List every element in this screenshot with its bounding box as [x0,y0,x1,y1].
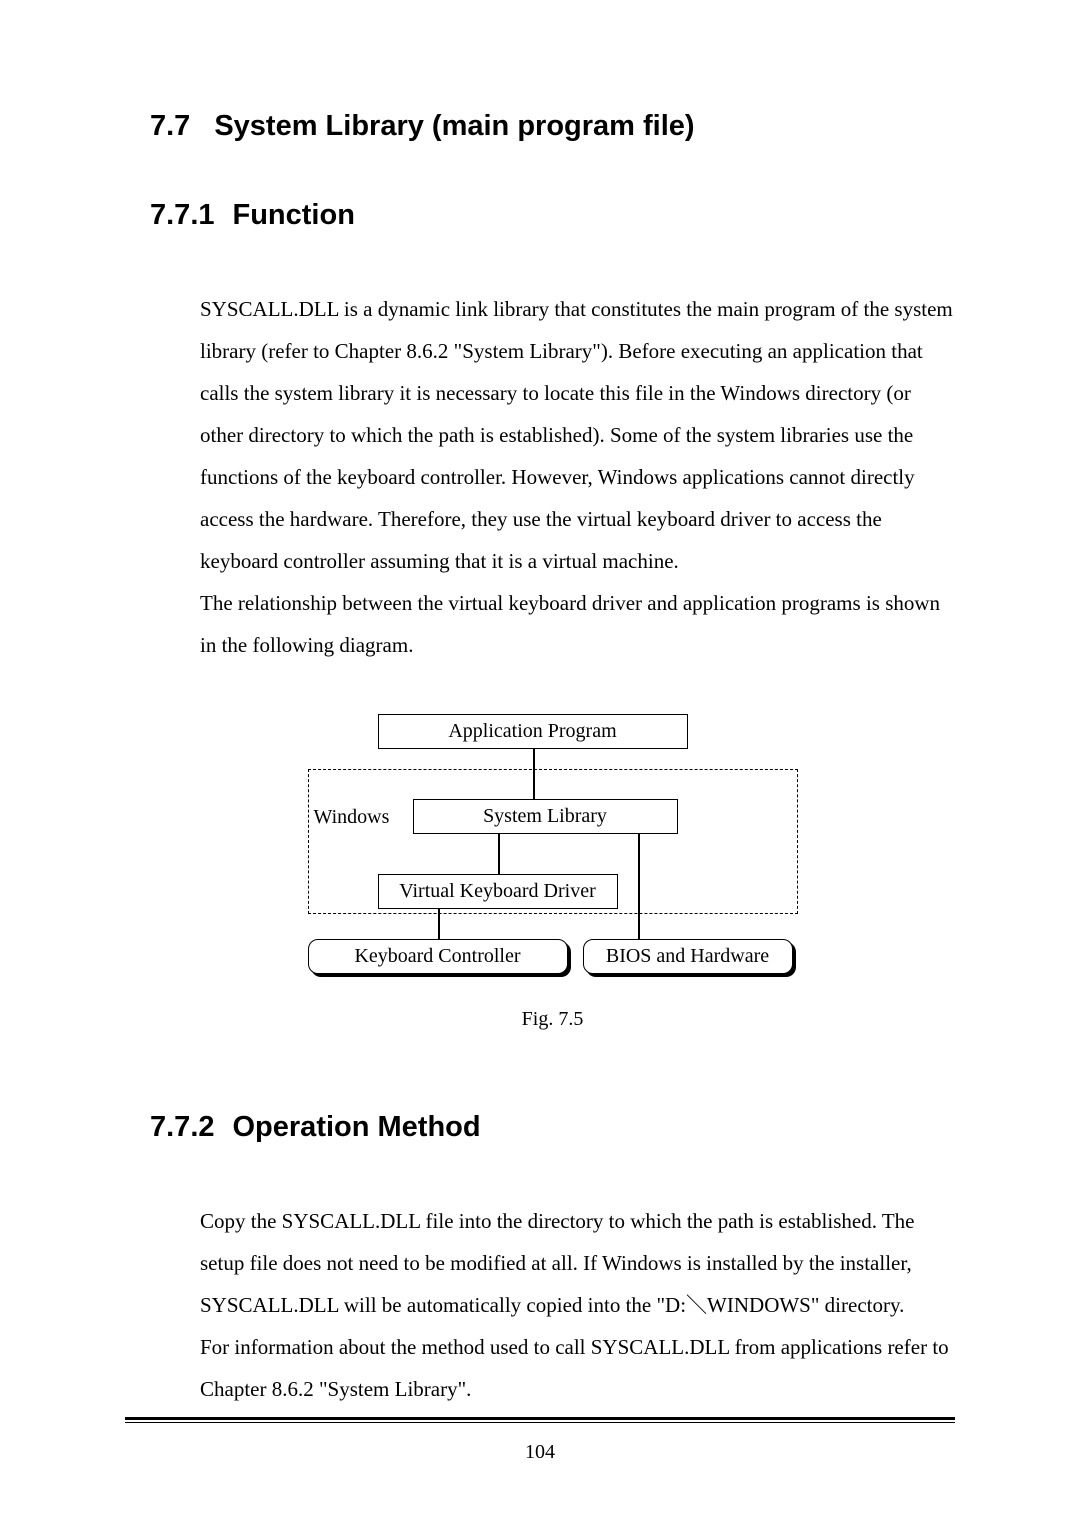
heading-text: Operation Method [233,1111,481,1143]
heading-text: Function [233,199,355,231]
page-number: 104 [0,1441,1080,1464]
page: 7.7 System Library (main program file) 7.… [0,0,1080,1528]
connector-line [438,909,440,939]
architecture-diagram: Windows Application Program System Libra… [308,714,798,984]
paragraph-text: The relationship between the virtual key… [200,591,940,657]
footer-rule [125,1417,955,1423]
heading-number: 7.7.2 [150,1111,215,1144]
paragraph-text: Copy the SYSCALL.DLL file into the direc… [200,1209,914,1317]
windows-label: Windows [312,806,392,829]
section-heading-7-7-2: 7.7.2 Operation Method [150,1111,955,1144]
body-paragraph: Copy the SYSCALL.DLL file into the direc… [200,1200,955,1410]
heading-text: System Library (main program file) [214,110,694,142]
connector-line [638,834,640,939]
connector-line [533,749,535,799]
paragraph-text: SYSCALL.DLL is a dynamic link library th… [200,297,953,573]
figure-caption: Fig. 7.5 [150,1008,955,1031]
heading-number: 7.7.1 [150,199,215,232]
section-heading-7-7: 7.7 System Library (main program file) [150,110,955,143]
keyboard-controller-box: Keyboard Controller [308,939,568,974]
system-library-box: System Library [413,799,678,834]
paragraph-text: For information about the method used to… [200,1335,949,1401]
application-program-box: Application Program [378,714,688,749]
bios-hardware-box: BIOS and Hardware [583,939,793,974]
body-paragraph: SYSCALL.DLL is a dynamic link library th… [200,288,955,666]
heading-number: 7.7 [150,110,190,143]
connector-line [498,834,500,874]
section-heading-7-7-1: 7.7.1 Function [150,199,955,232]
virtual-keyboard-driver-box: Virtual Keyboard Driver [378,874,618,909]
